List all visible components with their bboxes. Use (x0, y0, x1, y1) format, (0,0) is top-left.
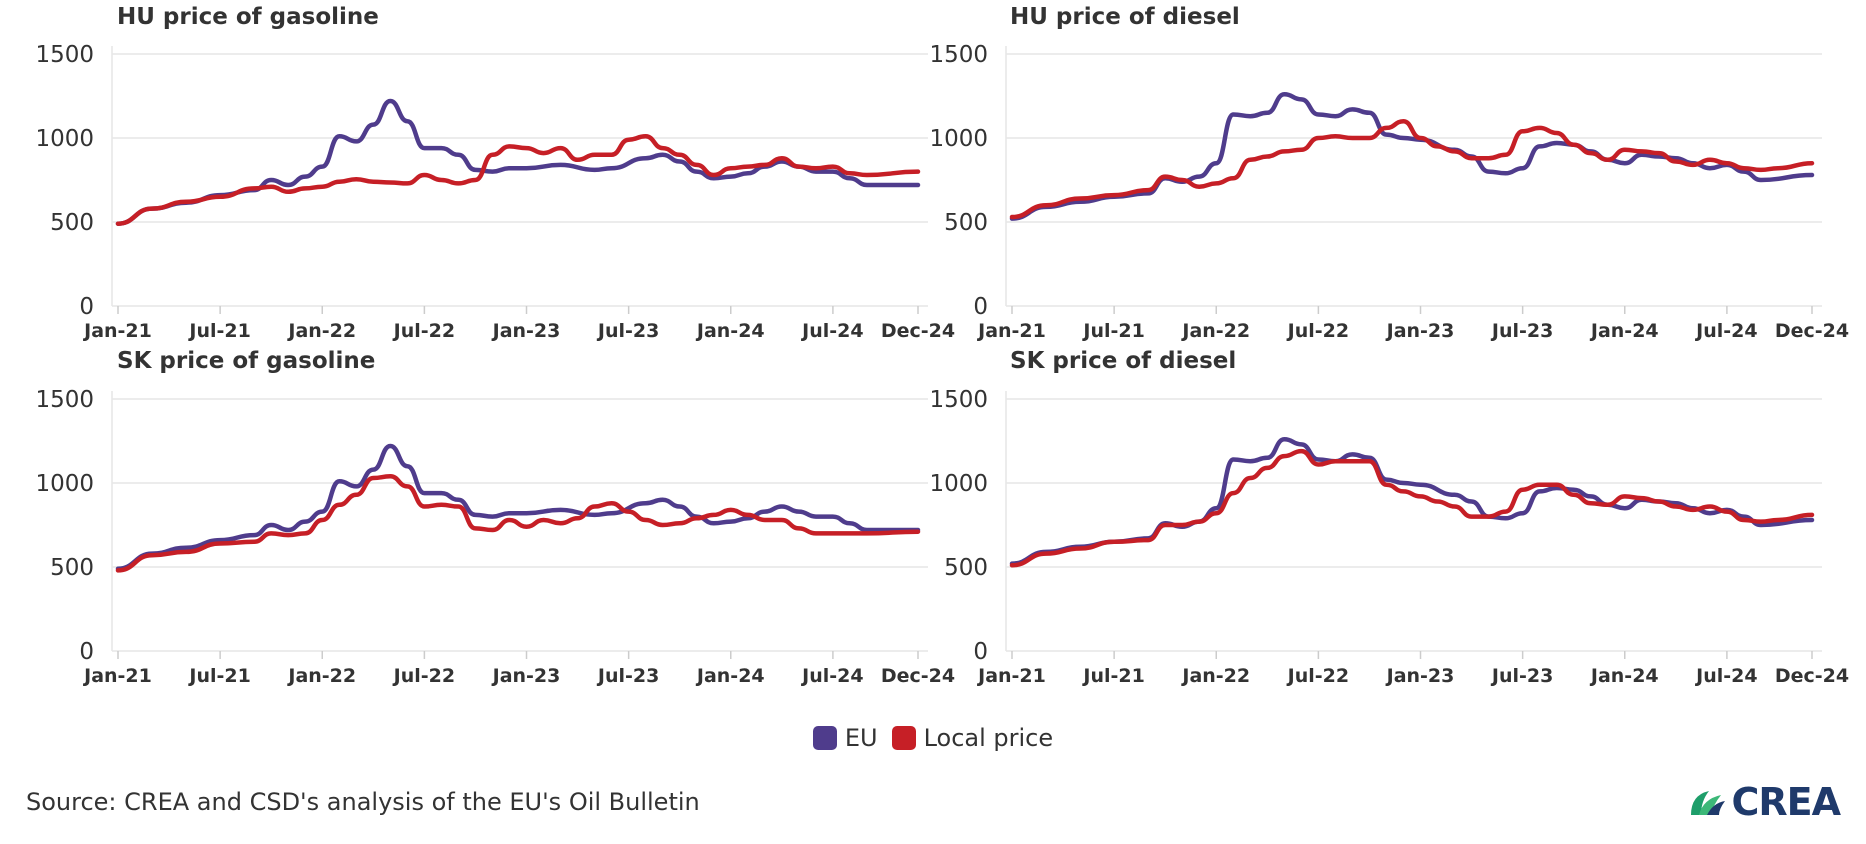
x-tick-label: Jan-23 (491, 665, 561, 687)
source-note: Source: CREA and CSD's analysis of the E… (26, 788, 700, 816)
x-tick-label: Jul-21 (187, 320, 250, 342)
panel-title-hu-diesel: HU price of diesel (1010, 4, 1240, 30)
x-tick-label: Jul-24 (800, 665, 863, 687)
x-tick-label: Jul-23 (1490, 320, 1553, 342)
legend-swatch-eu (812, 726, 837, 750)
y-tick-label: 1000 (35, 126, 94, 152)
series-line-eu (1009, 437, 1815, 566)
legend-label-local: Local price (923, 724, 1054, 752)
x-tick-label: Jan-24 (695, 665, 765, 687)
series-line-eu (115, 443, 921, 571)
series-line-local (1009, 448, 1815, 568)
y-tick-label: 0 (79, 294, 94, 320)
y-tick-label: 1500 (35, 387, 94, 413)
y-tick-label: 500 (50, 210, 94, 236)
x-tick-label: Jul-24 (1694, 665, 1757, 687)
x-tick-label: Jan-22 (1180, 320, 1250, 342)
x-tick-label: Jul-23 (596, 320, 659, 342)
series-line-eu (115, 98, 921, 226)
x-tick-label: Jan-24 (1589, 320, 1659, 342)
x-tick-label: Jan-22 (286, 665, 356, 687)
crea-logo: CREA (1687, 780, 1841, 824)
x-tick-label: Jul-22 (392, 320, 455, 342)
x-tick-label: Dec-24 (881, 320, 955, 342)
y-tick-label: 500 (944, 210, 988, 236)
x-tick-label: Jul-23 (1490, 665, 1553, 687)
x-tick-label: Jan-23 (1385, 320, 1455, 342)
x-tick-label: Dec-24 (881, 665, 955, 687)
x-tick-label: Jul-21 (1081, 320, 1144, 342)
x-tick-label: Dec-24 (1775, 665, 1849, 687)
y-tick-label: 0 (973, 639, 988, 665)
x-tick-label: Jul-21 (1081, 665, 1144, 687)
y-tick-label: 1500 (929, 42, 988, 68)
y-tick-label: 1000 (929, 471, 988, 497)
x-tick-label: Jul-23 (596, 665, 659, 687)
x-tick-label: Jan-24 (1589, 665, 1659, 687)
legend-label-eu: EU (844, 724, 878, 752)
y-tick-label: 0 (973, 294, 988, 320)
x-tick-label: Jan-21 (976, 665, 1046, 687)
x-tick-label: Jan-23 (1385, 665, 1455, 687)
panel-title-sk-diesel: SK price of diesel (1010, 348, 1237, 374)
legend-swatch-local (891, 726, 916, 750)
x-tick-label: Jul-24 (1694, 320, 1757, 342)
x-tick-label: Jul-24 (800, 320, 863, 342)
crea-leaf-icon (1691, 791, 1726, 815)
x-tick-label: Jan-21 (82, 665, 152, 687)
y-tick-label: 500 (944, 555, 988, 581)
legend-item-local[interactable]: Local price (891, 724, 1054, 752)
y-tick-label: 1000 (929, 126, 988, 152)
y-tick-label: 0 (79, 639, 94, 665)
y-tick-label: 1500 (35, 42, 94, 68)
series-line-local (115, 474, 921, 573)
x-tick-label: Jan-23 (491, 320, 561, 342)
series-line-eu (1009, 92, 1815, 221)
x-tick-label: Jul-22 (1286, 665, 1349, 687)
x-tick-label: Jan-22 (286, 320, 356, 342)
logo-text: CREA (1731, 780, 1841, 824)
x-tick-label: Dec-24 (1775, 320, 1849, 342)
charts-canvas: 0 500 1000 1500 Jan-21 Jul-21 Jan-22 Jul-22 Jan-… (35, 42, 1849, 687)
x-tick-label: Jan-24 (695, 320, 765, 342)
legend-item-eu[interactable]: EU (812, 724, 878, 752)
series-line-local (1009, 118, 1815, 220)
x-tick-label: Jul-22 (1286, 320, 1349, 342)
x-tick-label: Jan-21 (976, 320, 1046, 342)
x-tick-label: Jan-21 (82, 320, 152, 342)
y-tick-label: 1000 (35, 471, 94, 497)
legend: EU Local price (0, 724, 1866, 752)
y-tick-label: 500 (50, 555, 94, 581)
x-tick-label: Jan-22 (1180, 665, 1250, 687)
panel-title-hu-gasoline: HU price of gasoline (117, 4, 379, 30)
x-tick-label: Jul-21 (187, 665, 250, 687)
x-tick-label: Jul-22 (392, 665, 455, 687)
series-line-local (115, 134, 921, 226)
panel-title-sk-gasoline: SK price of gasoline (117, 348, 376, 374)
y-tick-label: 1500 (929, 387, 988, 413)
